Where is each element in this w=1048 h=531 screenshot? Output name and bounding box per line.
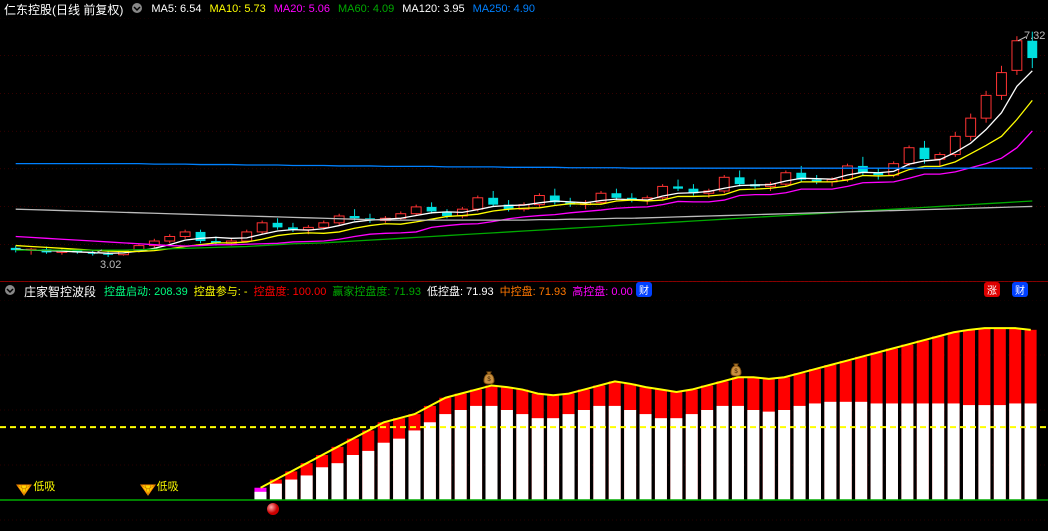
chevron-down-icon[interactable] [131,2,143,17]
sub-legend: 控盘启动: 208.39 控盘参与: - 控盘度: 100.00 赢家控盘度: 71.… [104,283,639,299]
indicator-value: 低控盘: 71.93 [427,286,494,298]
sub-title: 庄家智控波段 [24,283,96,300]
buy-low-marker-icon [140,484,154,498]
ma-legend: MA5: 6.54 MA10: 5.73 MA20: 5.06 MA60: 4.09 M… [151,3,543,15]
indicator-value: 中控盘: 71.93 [500,286,567,298]
indicator-value: 控盘参与: - [194,286,248,298]
indicator-value: 控盘启动: 208.39 [104,286,188,298]
ma-value: MA250: 4.90 [473,3,535,15]
money-bag-icon: $ [483,371,495,385]
main-chart-svg: 3.02 7.32 [0,18,1048,282]
buy-low-marker-icon [16,484,30,498]
svg-text:3.02: 3.02 [100,259,121,271]
ma-value: MA5: 6.54 [151,3,201,15]
money-bag-icon: $ [730,363,742,377]
main-candlestick-chart[interactable]: 3.027.32 财财涨 [0,18,1048,282]
indicator-value: 高控盘: 0.00 [572,286,633,298]
svg-text:7.32: 7.32 [1024,30,1045,42]
ma-value: MA10: 5.73 [209,3,265,15]
indicator-value: 赢家控盘度: 71.93 [332,286,421,298]
indicator-value: 控盘度: 100.00 [254,286,327,298]
main-chart-header: 仁东控股(日线 前复权) MA5: 6.54 MA10: 5.73 MA20: 5.… [0,0,1048,18]
signal-ball-icon [266,502,280,516]
buy-low-label: 低吸 [33,478,55,494]
chevron-down-icon[interactable] [4,284,16,299]
stock-title: 仁东控股(日线 前复权) [4,1,123,18]
ma-value: MA60: 4.09 [338,3,394,15]
ma-value: MA20: 5.06 [274,3,330,15]
ma-value: MA120: 3.95 [402,3,464,15]
sub-indicator-chart[interactable]: 低吸 低吸 $ $ [0,300,1048,528]
sub-chart-header: 庄家智控波段 控盘启动: 208.39 控盘参与: - 控盘度: 100.00 赢家控… [0,282,1048,300]
buy-low-label: 低吸 [157,478,179,494]
